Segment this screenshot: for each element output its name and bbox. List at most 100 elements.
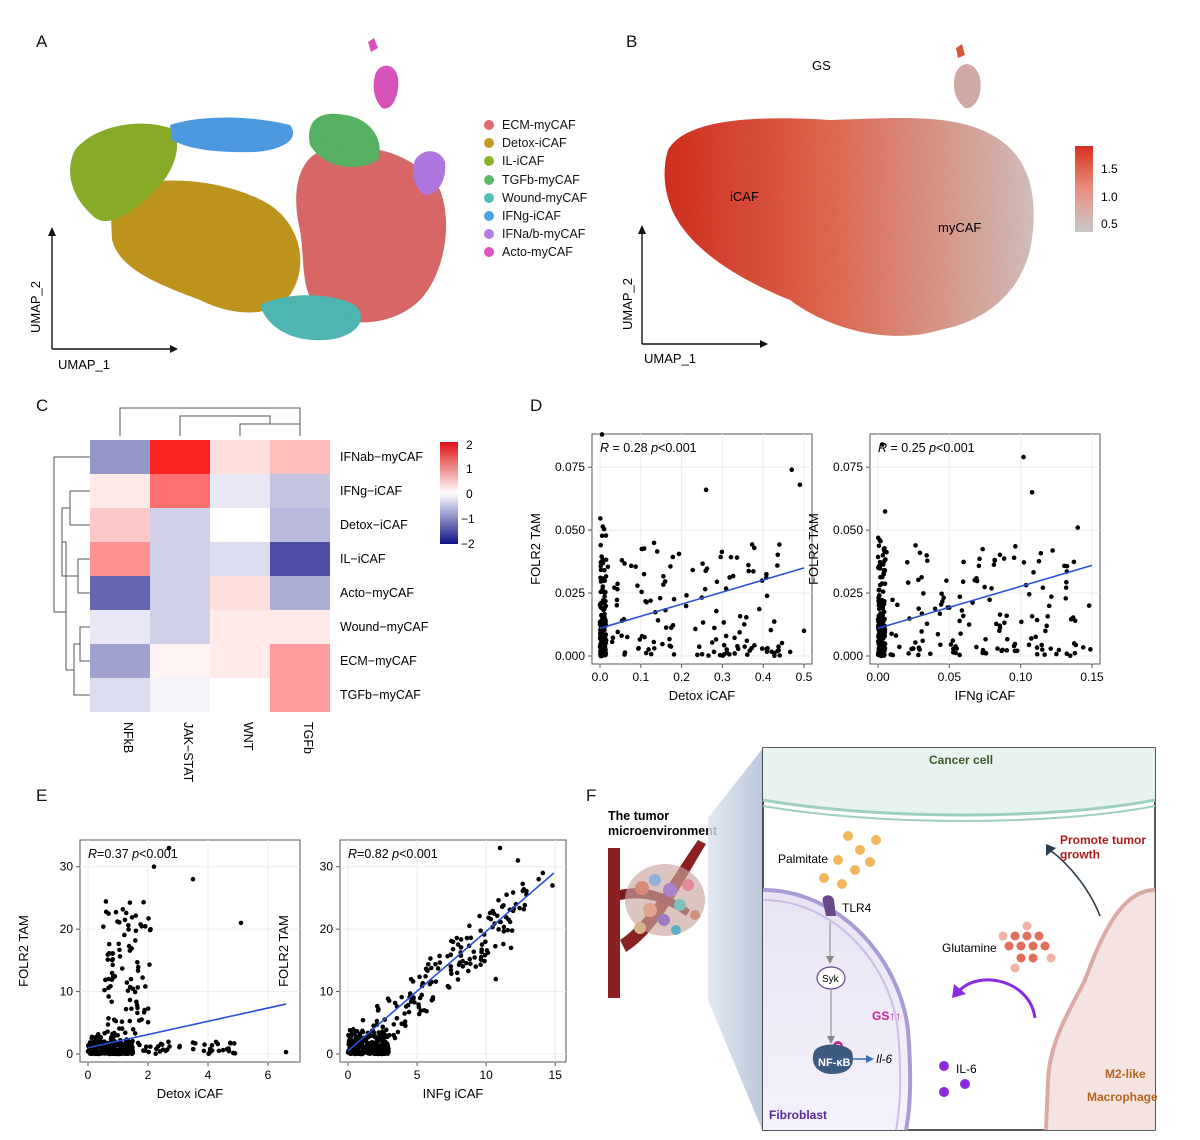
data-point [467, 956, 473, 962]
data-point [683, 603, 689, 609]
data-point [375, 1048, 380, 1054]
heatmap-row-label: IFNg−iCAF [340, 484, 403, 498]
y-tick-label: 0.050 [555, 523, 585, 537]
data-point [460, 958, 466, 964]
data-point [637, 637, 643, 642]
data-point [108, 1035, 114, 1040]
data-point [507, 919, 513, 925]
data-point [723, 586, 729, 591]
x-axis-label: Detox iCAF [669, 688, 736, 703]
data-point [744, 615, 749, 620]
data-point [135, 959, 140, 965]
data-point [155, 1044, 161, 1049]
plot-frame [869, 433, 1101, 665]
data-point [378, 1033, 383, 1039]
heatmap-cell [90, 678, 150, 712]
data-point [486, 915, 491, 921]
data-point [615, 629, 621, 635]
data-point [749, 542, 755, 547]
data-point [603, 574, 609, 579]
data-point [360, 1029, 366, 1035]
data-point [732, 635, 737, 641]
heatmap-cell [210, 576, 270, 610]
data-point [110, 962, 115, 968]
data-point [1004, 648, 1010, 653]
data-point [880, 552, 886, 558]
gs-title: GS [812, 58, 831, 73]
data-point [1049, 594, 1054, 599]
data-point [92, 1041, 98, 1047]
data-point [157, 1049, 163, 1054]
data-point [215, 1041, 221, 1047]
glutamine-label: Glutamine [942, 941, 997, 955]
data-point [123, 910, 129, 916]
data-point [1011, 555, 1017, 561]
heatmap-cell [90, 440, 150, 474]
data-point [916, 645, 922, 651]
data-point [737, 630, 742, 635]
heatmap-color-scale: 2 1 0 −1 −2 [440, 438, 475, 551]
data-point [684, 593, 689, 598]
heatmap-cell [270, 542, 330, 576]
data-point [671, 652, 677, 657]
tme-title-line1: The tumor microenvironment [608, 809, 718, 838]
data-point [706, 653, 711, 658]
data-point [603, 557, 609, 563]
data-point [747, 648, 753, 653]
data-point [1038, 550, 1044, 556]
cluster-il-icaf [70, 123, 178, 222]
data-point [110, 1031, 115, 1037]
data-point [619, 557, 625, 563]
data-point [742, 644, 747, 649]
data-point [651, 639, 657, 645]
data-point [768, 627, 774, 633]
data-point [916, 606, 921, 611]
data-point [450, 946, 456, 952]
data-point [1050, 548, 1055, 553]
data-point [395, 1029, 401, 1035]
data-point [879, 645, 885, 651]
data-point [641, 571, 647, 577]
data-point [117, 1026, 122, 1031]
stat-annotation: R=0.37 p<0.001 [88, 847, 178, 861]
data-point [1046, 603, 1052, 609]
heatmap-cell [270, 440, 330, 474]
data-point [671, 596, 677, 602]
data-point [130, 986, 136, 992]
data-point [776, 644, 781, 649]
data-point [109, 951, 115, 956]
plot-frame [591, 433, 813, 665]
data-point [916, 652, 921, 658]
data-point [119, 966, 125, 971]
data-point [622, 650, 628, 655]
y-tick-label: 10 [60, 985, 74, 999]
data-point [132, 938, 138, 943]
data-point [361, 1046, 366, 1052]
data-point [958, 631, 963, 636]
data-point [636, 645, 641, 651]
data-point [190, 1046, 196, 1052]
data-point [383, 1027, 389, 1033]
data-point [103, 977, 108, 983]
data-point [635, 583, 640, 589]
data-point [455, 977, 461, 982]
data-point [126, 922, 131, 928]
heatmap-cell [150, 508, 210, 542]
data-point [732, 651, 737, 656]
data-point [722, 651, 727, 657]
data-point [745, 652, 750, 657]
data-point [517, 905, 522, 911]
data-point [719, 549, 725, 555]
data-point [948, 642, 954, 647]
m2-label: M2-like [1105, 1067, 1146, 1081]
umap2-label-b: UMAP_2 [620, 278, 635, 330]
data-point [992, 557, 997, 563]
heatmap-row-label: ECM−myCAF [340, 654, 417, 668]
data-point [904, 560, 910, 565]
heatmap-cell [150, 678, 210, 712]
data-point [1075, 525, 1081, 530]
data-point [496, 897, 501, 903]
data-point [367, 1044, 372, 1050]
data-point [769, 649, 774, 655]
data-point [721, 620, 727, 625]
